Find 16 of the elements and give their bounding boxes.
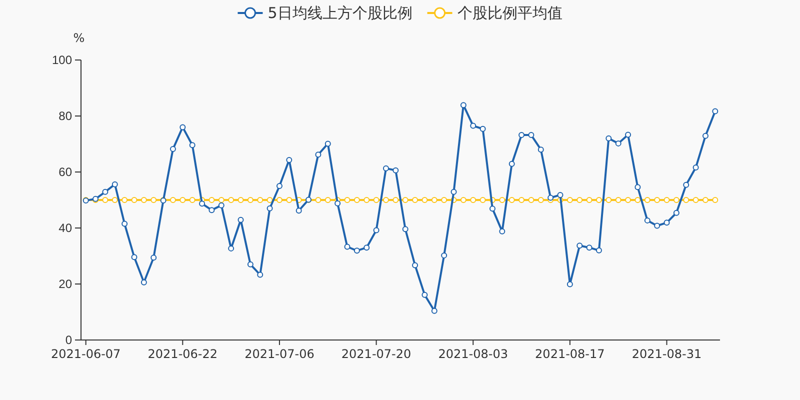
y-tick-label: 40 [58,220,72,235]
y-axis-title: % [73,31,85,45]
x-tick-label: 2021-06-07 [50,347,121,361]
legend-label: 5日均线上方个股比例 [268,4,412,22]
y-tick-label: 0 [65,332,72,347]
x-tick-label: 2021-07-06 [244,347,314,361]
x-tick-label: 2021-08-17 [535,347,605,361]
legend-label: 个股比例平均值 [457,4,562,22]
y-tick-label: 60 [58,164,72,179]
y-tick-label: 20 [58,276,72,291]
x-tick-label: 2021-08-03 [438,347,508,361]
y-tick-label: 80 [58,108,72,123]
x-tick-label: 2021-06-22 [148,347,218,361]
x-tick-label: 2021-08-31 [632,347,702,361]
y-tick-label: 100 [52,52,72,67]
x-tick-label: 2021-07-20 [341,347,412,361]
